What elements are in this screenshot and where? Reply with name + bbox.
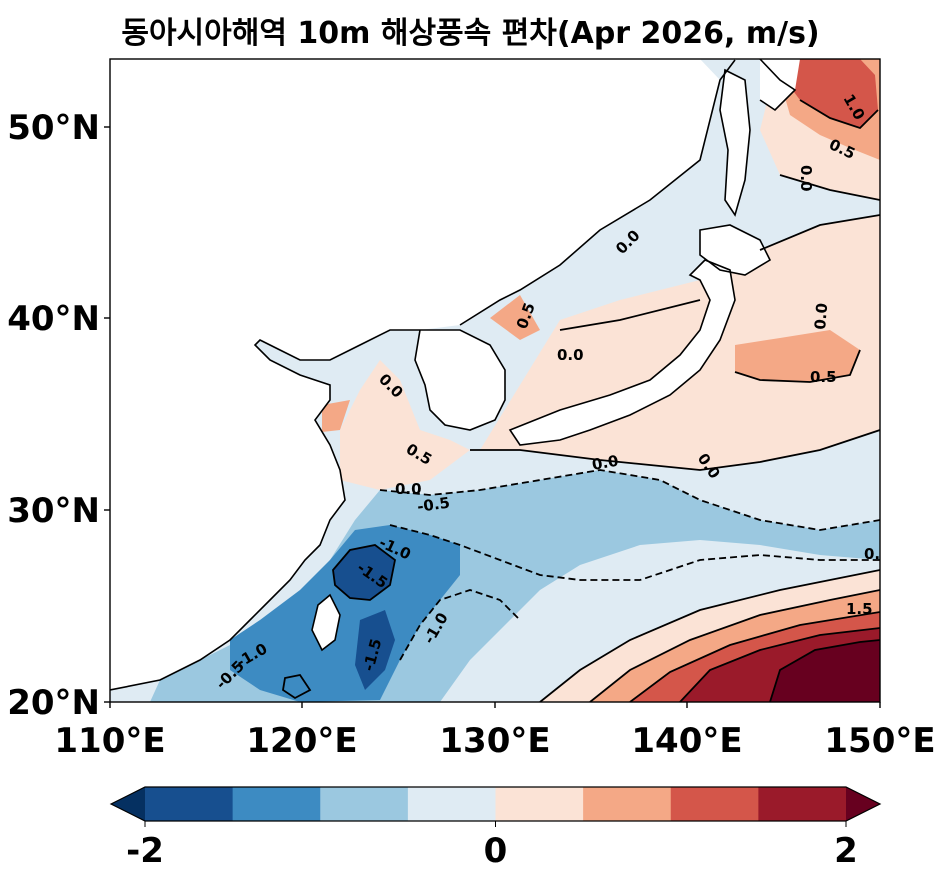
colorbar-tick-label: -2 [126, 831, 164, 871]
y-tick-label: 40°N [7, 299, 100, 339]
y-axis-ticks: 20°N 30°N 40°N 50°N [7, 108, 100, 723]
contour-label: 0.0 [811, 302, 831, 330]
contour-10-south [589, 589, 880, 702]
contour-0-south [470, 429, 880, 471]
colorbar-bin [583, 787, 672, 821]
coast-russia [459, 59, 736, 326]
field-band-neg-10 [230, 525, 460, 702]
coast-china [110, 329, 420, 691]
coast-sakhalin [719, 68, 751, 217]
contour-neg15 [332, 544, 396, 601]
colorbar-bin [407, 787, 496, 821]
land-korea [415, 330, 505, 430]
x-tick-label: 120°E [246, 721, 357, 761]
land-sakhalin [720, 70, 750, 215]
contour-20-south [679, 627, 880, 702]
contour-label: 0.5 [810, 368, 837, 386]
colorbar-extend-high [846, 787, 880, 821]
field-band-pos-10-yellowsea [322, 400, 350, 432]
contour-05-north [779, 174, 880, 201]
contour-label: 1.5 [846, 600, 873, 618]
x-axis-ticks: 110°E 120°E 130°E 140°E 150°E [54, 721, 935, 761]
colorbar-bin [145, 787, 234, 821]
field-band-pos-15 [778, 59, 878, 128]
contour-25-south [769, 639, 880, 702]
coast-japan [508, 259, 736, 446]
contour-label: 0.0 [797, 165, 815, 192]
contour-label: -0.5 [416, 494, 451, 516]
contour-05-south [539, 569, 880, 702]
field-band-neg-15-south [355, 610, 395, 690]
colorbar: -2 0 2 [109, 786, 882, 871]
colorbar-extend-low [111, 787, 145, 821]
field-band-pos-25-south [770, 640, 880, 702]
contour-0-center [559, 299, 701, 331]
map-title: 동아시아해역 10m 해상풍속 편차(Apr 2026, m/s) [121, 16, 820, 51]
x-tick-label: 150°E [824, 721, 935, 761]
tick-marks [104, 126, 881, 708]
colorbar-tick-label: 2 [834, 831, 858, 871]
colorbar-tick-label: 0 [484, 831, 508, 871]
coast-hokkaido [699, 224, 772, 276]
coast-korea [414, 329, 506, 431]
land-kamchatka [760, 59, 800, 110]
colorbar-bin [670, 787, 759, 821]
land-mask [110, 59, 800, 690]
field-band-pos-10-east [735, 330, 860, 382]
field-band-neg-15 [333, 545, 395, 600]
coastlines [110, 59, 797, 691]
contour-label: 0.0 [591, 452, 620, 474]
coast-kamchatka [759, 59, 797, 112]
field-band-pos-10-center [490, 295, 540, 340]
contour-small-loop [282, 673, 312, 700]
field-band-pos-05-yellowsea [340, 360, 470, 490]
land-hokkaido [700, 225, 770, 275]
contour-neg05 [379, 469, 880, 531]
contour-10-north [799, 99, 879, 130]
land-china [110, 59, 720, 690]
x-tick-label: 130°E [439, 721, 550, 761]
y-tick-label: 50°N [7, 108, 100, 148]
land-taiwan [312, 595, 340, 650]
land-japan-main [510, 260, 735, 445]
contour-15-south [629, 611, 880, 702]
colorbar-bin [320, 787, 409, 821]
x-tick-label: 140°E [631, 721, 742, 761]
coast-taiwan [311, 593, 341, 652]
colorbar-bin [495, 787, 584, 821]
contour-label: 0.0 [557, 346, 584, 364]
contour-label: 0.0 [395, 480, 422, 498]
contour-neg10 [389, 524, 880, 581]
contour-0-north [759, 214, 880, 251]
y-tick-label: 20°N [7, 683, 100, 723]
contour-lines [282, 99, 880, 702]
y-tick-label: 30°N [7, 491, 100, 531]
colorbar-bin [758, 787, 847, 821]
contour-label: 0. [864, 545, 880, 563]
colorbar-bin [232, 787, 321, 821]
x-tick-label: 110°E [54, 721, 165, 761]
contour-neg10-b [399, 589, 521, 661]
contour-05-east [734, 349, 861, 383]
